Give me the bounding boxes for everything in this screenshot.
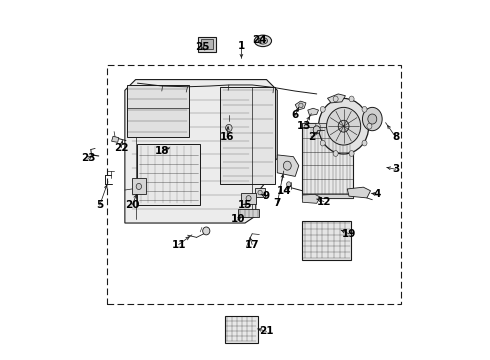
Text: 9: 9: [263, 191, 270, 201]
Ellipse shape: [313, 126, 320, 134]
Text: 17: 17: [245, 239, 260, 249]
Text: 6: 6: [292, 111, 299, 121]
Text: 7: 7: [273, 198, 281, 208]
Text: 8: 8: [392, 132, 399, 142]
Ellipse shape: [287, 182, 291, 187]
FancyBboxPatch shape: [302, 123, 353, 198]
FancyBboxPatch shape: [242, 193, 256, 204]
Ellipse shape: [349, 150, 354, 156]
Text: 12: 12: [317, 197, 331, 207]
Polygon shape: [347, 187, 370, 198]
Ellipse shape: [338, 120, 349, 132]
Ellipse shape: [258, 38, 268, 44]
Text: 21: 21: [259, 326, 274, 336]
Ellipse shape: [326, 107, 361, 145]
Text: 25: 25: [195, 42, 209, 52]
FancyBboxPatch shape: [126, 85, 190, 137]
Polygon shape: [125, 80, 277, 223]
Text: 1: 1: [238, 41, 245, 50]
Polygon shape: [112, 136, 119, 142]
FancyBboxPatch shape: [220, 87, 275, 184]
Ellipse shape: [362, 107, 367, 112]
Ellipse shape: [318, 98, 368, 154]
Ellipse shape: [254, 35, 271, 46]
FancyBboxPatch shape: [238, 209, 259, 217]
Text: 14: 14: [277, 186, 292, 196]
Ellipse shape: [299, 103, 303, 108]
Text: 23: 23: [81, 153, 95, 163]
FancyBboxPatch shape: [200, 39, 213, 49]
FancyBboxPatch shape: [225, 316, 258, 343]
Text: 19: 19: [342, 229, 356, 239]
FancyBboxPatch shape: [302, 221, 351, 260]
Ellipse shape: [362, 140, 367, 146]
Polygon shape: [302, 194, 320, 203]
Ellipse shape: [349, 96, 354, 102]
Ellipse shape: [315, 123, 320, 129]
Text: 15: 15: [238, 200, 252, 210]
Ellipse shape: [333, 96, 338, 102]
FancyBboxPatch shape: [302, 123, 353, 127]
Ellipse shape: [203, 227, 210, 235]
Ellipse shape: [320, 140, 325, 146]
Ellipse shape: [368, 114, 377, 124]
Text: 18: 18: [155, 146, 170, 156]
Ellipse shape: [320, 107, 325, 112]
Ellipse shape: [283, 161, 291, 170]
Ellipse shape: [225, 125, 232, 132]
FancyBboxPatch shape: [255, 188, 266, 197]
Polygon shape: [308, 108, 319, 116]
FancyBboxPatch shape: [107, 65, 401, 304]
Ellipse shape: [246, 195, 251, 201]
Ellipse shape: [367, 123, 372, 129]
Text: 4: 4: [374, 189, 381, 199]
Text: 16: 16: [220, 132, 234, 142]
FancyBboxPatch shape: [197, 37, 216, 51]
Ellipse shape: [136, 183, 142, 189]
Polygon shape: [327, 94, 345, 103]
FancyBboxPatch shape: [132, 178, 146, 194]
Ellipse shape: [258, 190, 262, 195]
FancyBboxPatch shape: [302, 194, 353, 198]
Text: 11: 11: [172, 239, 186, 249]
Ellipse shape: [363, 107, 382, 131]
Text: 13: 13: [297, 121, 312, 131]
Text: 5: 5: [96, 200, 103, 210]
Text: 24: 24: [252, 35, 267, 45]
Text: 22: 22: [114, 143, 128, 153]
Polygon shape: [277, 155, 299, 176]
Polygon shape: [295, 101, 306, 110]
Ellipse shape: [333, 150, 338, 156]
Text: 10: 10: [231, 215, 245, 224]
Text: 2: 2: [308, 132, 315, 142]
Text: 20: 20: [125, 200, 139, 210]
Text: 3: 3: [392, 164, 399, 174]
FancyBboxPatch shape: [137, 144, 200, 205]
